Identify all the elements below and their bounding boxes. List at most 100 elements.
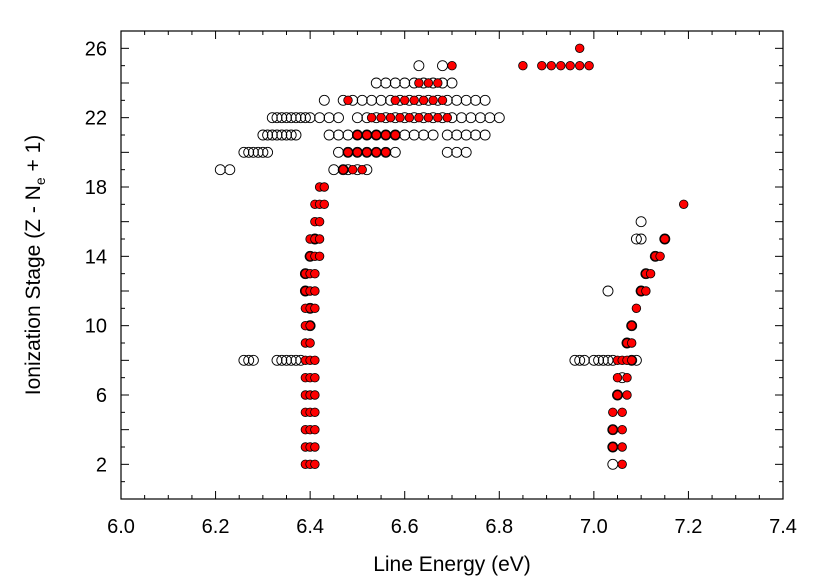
- filled-data-point: [414, 78, 424, 88]
- filled-data-point: [305, 321, 315, 331]
- filled-data-point: [381, 130, 391, 140]
- y-tick-label: 14: [85, 246, 107, 268]
- open-data-point: [262, 129, 274, 141]
- filled-data-point: [314, 251, 325, 261]
- open-data-point: [276, 129, 288, 141]
- open-data-point: [342, 129, 354, 141]
- open-data-point: [470, 129, 482, 141]
- filled-data-point: [319, 182, 330, 192]
- open-data-point: [451, 129, 463, 141]
- open-data-point: [271, 354, 283, 366]
- filled-data-point: [447, 60, 457, 71]
- open-data-point: [304, 112, 316, 124]
- open-data-point: [451, 146, 463, 158]
- filled-data-point: [357, 164, 367, 175]
- filled-data-point: [362, 147, 372, 158]
- open-data-point: [607, 458, 619, 470]
- open-data-point: [262, 146, 274, 158]
- filled-data-point: [385, 112, 396, 123]
- filled-data-point: [343, 147, 353, 158]
- filled-data-point: [627, 321, 637, 331]
- filled-data-point: [655, 251, 665, 261]
- filled-data-point: [437, 95, 448, 106]
- y-tick-label: 6: [96, 385, 107, 407]
- x-tick-label: 6.8: [485, 516, 513, 538]
- open-data-point: [333, 146, 344, 158]
- filled-data-point: [338, 164, 348, 175]
- filled-data-point: [310, 442, 320, 452]
- open-data-point: [659, 233, 671, 245]
- filled-data-point: [352, 130, 363, 140]
- open-data-point: [266, 112, 278, 124]
- filled-data-point: [556, 60, 566, 71]
- open-data-point: [484, 112, 496, 124]
- filled-data-point: [645, 269, 656, 279]
- open-data-point: [437, 60, 448, 72]
- filled-data-point: [310, 459, 320, 470]
- open-data-point: [314, 112, 326, 124]
- open-data-point: [574, 354, 586, 366]
- filled-data-point: [305, 338, 315, 348]
- x-tick-label: 7.2: [675, 516, 703, 538]
- open-data-point: [456, 112, 467, 124]
- open-data-point: [214, 164, 226, 176]
- filled-data-point: [314, 216, 325, 227]
- open-data-point: [569, 354, 581, 366]
- filled-data-point: [352, 147, 363, 158]
- open-data-point: [465, 112, 477, 124]
- open-data-point: [281, 112, 292, 124]
- open-data-point: [351, 112, 363, 124]
- open-data-point: [399, 77, 411, 89]
- open-data-point: [427, 129, 439, 141]
- filled-data-point: [608, 425, 618, 435]
- open-data-point: [479, 129, 491, 141]
- open-data-point: [290, 129, 302, 141]
- data-points: [214, 43, 689, 470]
- open-data-point: [276, 112, 288, 124]
- open-data-point: [323, 129, 335, 141]
- open-data-point: [635, 233, 647, 245]
- filled-data-point: [371, 130, 382, 140]
- filled-data-point: [310, 390, 320, 400]
- open-data-point: [266, 129, 278, 141]
- filled-data-point: [343, 95, 353, 106]
- filled-data-point: [376, 112, 386, 123]
- open-data-point: [451, 94, 463, 106]
- open-data-point: [290, 112, 302, 124]
- filled-data-point: [371, 147, 382, 158]
- open-data-point: [418, 129, 430, 141]
- filled-data-point: [641, 286, 651, 296]
- filled-data-point: [362, 130, 372, 140]
- open-data-point: [257, 146, 269, 158]
- x-tick-label: 6.6: [391, 516, 419, 538]
- open-data-point: [578, 354, 590, 366]
- filled-data-point: [400, 95, 410, 106]
- open-data-point: [441, 146, 453, 158]
- filled-data-point: [627, 338, 637, 348]
- open-data-point: [285, 112, 297, 124]
- open-data-point: [238, 354, 250, 366]
- filled-data-point: [310, 407, 320, 418]
- filled-data-point: [575, 60, 585, 71]
- filled-data-point: [390, 130, 401, 140]
- filled-data-point: [310, 425, 320, 435]
- open-data-point: [295, 112, 307, 124]
- filled-data-point: [627, 355, 637, 366]
- filled-data-point: [390, 95, 401, 106]
- filled-data-point: [314, 234, 325, 244]
- open-data-point: [375, 94, 387, 106]
- open-data-point: [333, 112, 344, 124]
- open-data-point: [399, 129, 411, 141]
- open-data-point: [597, 354, 609, 366]
- open-data-point: [588, 354, 600, 366]
- filled-data-point: [428, 95, 438, 106]
- open-data-point: [389, 146, 401, 158]
- filled-data-point: [617, 407, 627, 418]
- open-data-point: [370, 77, 382, 89]
- open-data-point: [285, 129, 297, 141]
- filled-data-point: [310, 303, 320, 314]
- x-tick-label: 6.2: [202, 516, 230, 538]
- filled-data-point: [310, 373, 320, 383]
- y-tick-label: 22: [85, 108, 107, 130]
